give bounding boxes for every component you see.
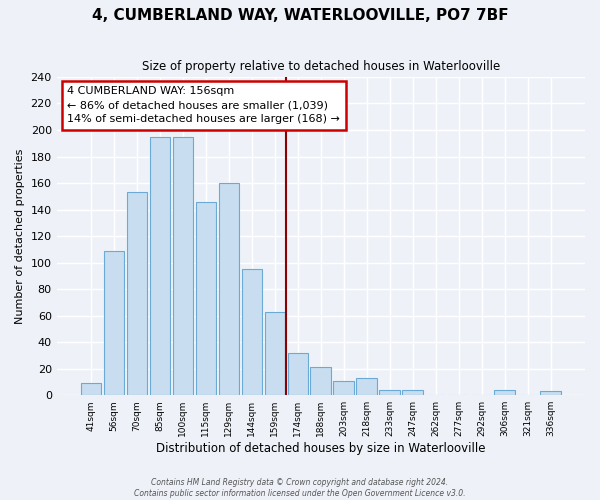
Bar bbox=[494, 390, 515, 395]
Y-axis label: Number of detached properties: Number of detached properties bbox=[15, 148, 25, 324]
Bar bbox=[127, 192, 148, 395]
Bar bbox=[173, 136, 193, 395]
Bar bbox=[265, 312, 285, 395]
Bar bbox=[310, 368, 331, 395]
Bar bbox=[196, 202, 216, 395]
Bar bbox=[356, 378, 377, 395]
X-axis label: Distribution of detached houses by size in Waterlooville: Distribution of detached houses by size … bbox=[156, 442, 485, 455]
Bar bbox=[541, 391, 561, 395]
Bar bbox=[104, 250, 124, 395]
Title: Size of property relative to detached houses in Waterlooville: Size of property relative to detached ho… bbox=[142, 60, 500, 73]
Bar bbox=[403, 390, 423, 395]
Text: Contains HM Land Registry data © Crown copyright and database right 2024.
Contai: Contains HM Land Registry data © Crown c… bbox=[134, 478, 466, 498]
Bar bbox=[80, 384, 101, 395]
Bar bbox=[334, 380, 354, 395]
Bar bbox=[287, 353, 308, 395]
Bar bbox=[218, 183, 239, 395]
Text: 4, CUMBERLAND WAY, WATERLOOVILLE, PO7 7BF: 4, CUMBERLAND WAY, WATERLOOVILLE, PO7 7B… bbox=[92, 8, 508, 22]
Bar bbox=[242, 269, 262, 395]
Bar bbox=[379, 390, 400, 395]
Bar bbox=[149, 136, 170, 395]
Text: 4 CUMBERLAND WAY: 156sqm
← 86% of detached houses are smaller (1,039)
14% of sem: 4 CUMBERLAND WAY: 156sqm ← 86% of detach… bbox=[67, 86, 340, 124]
